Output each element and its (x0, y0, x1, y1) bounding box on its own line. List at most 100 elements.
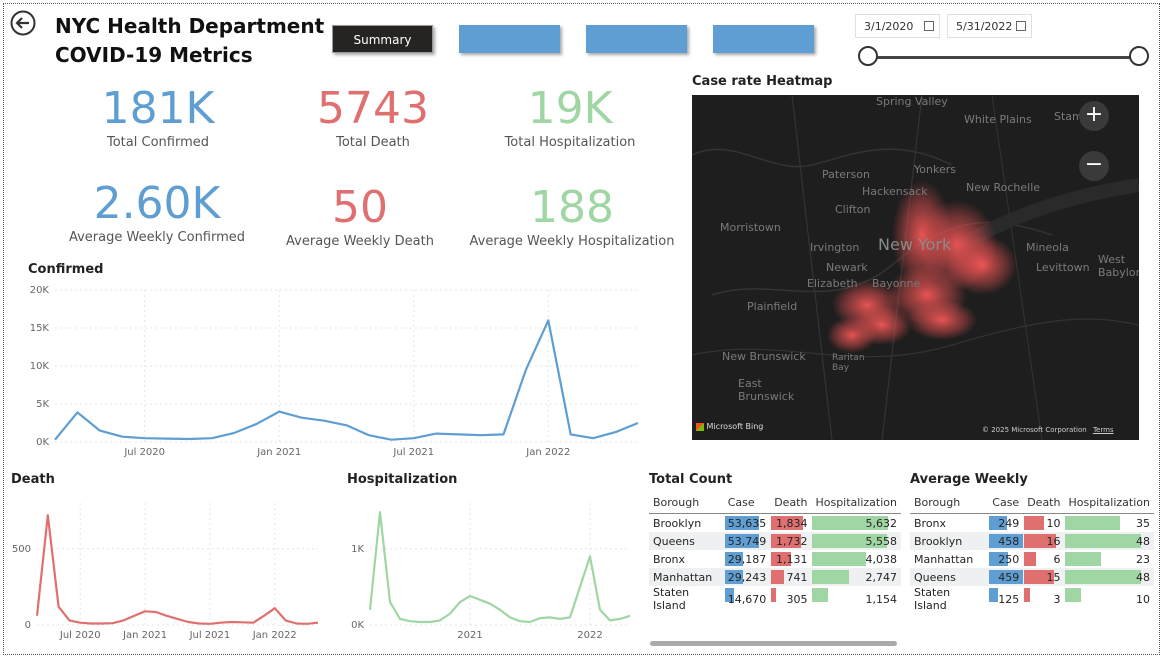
cell-death-bar (1024, 534, 1057, 548)
cell-death-value: 6 (1053, 552, 1061, 566)
death-line-chart[interactable]: 0 500 Jul 2020 Jan 2021 Jul 2021 Jan 2022 (5, 495, 330, 645)
cell-case: 250 (988, 550, 1023, 568)
zoom-in-button[interactable]: + (1079, 101, 1109, 131)
kpi-value: 5743 (317, 83, 429, 134)
cell-borough: Queens (649, 532, 724, 550)
kpi-label: Average Weekly Death (286, 234, 434, 249)
map-label: Irvington (810, 241, 860, 254)
cell-hospitalization-value: 48 (1136, 534, 1150, 548)
series-line (35, 514, 319, 625)
col-hospitalization[interactable]: Hospitalization (1068, 495, 1150, 509)
col-death[interactable]: Death (1027, 495, 1061, 509)
x-tick-label: Jan 2021 (122, 630, 167, 641)
cell-death-value: 305 (786, 592, 808, 606)
table-row[interactable]: Brooklyn 458 16 48 (910, 532, 1154, 550)
cell-death: 3 (1023, 586, 1064, 612)
cell-case-value: 459 (998, 570, 1020, 584)
cell-death-value: 1,834 (775, 516, 808, 530)
map-label-new-york: New York (878, 235, 952, 254)
nav-button-2[interactable] (459, 25, 560, 53)
map-base-layer (692, 95, 1139, 440)
back-arrow-icon[interactable] (10, 10, 36, 36)
map-label: White Plains (964, 113, 1032, 126)
nav-button-3[interactable] (586, 25, 687, 53)
table-row[interactable]: Manhattan 250 6 23 (910, 550, 1154, 568)
map-label: New Brunswick (722, 350, 806, 363)
hospitalization-line-chart[interactable]: 0K 1K 2021 2022 (340, 495, 640, 645)
map-title: Case rate Heatmap (692, 74, 833, 89)
cell-hospitalization-value: 10 (1136, 592, 1150, 606)
cell-death-bar (771, 534, 802, 548)
date-slider-end-handle[interactable] (1129, 46, 1149, 66)
cell-borough: Brooklyn (653, 516, 702, 530)
y-tick-label: 0K (36, 437, 49, 448)
cell-hospitalization-value: 2,747 (865, 570, 898, 584)
map-attribution: © 2025 Microsoft Corporation Terms (982, 426, 1114, 434)
table-row[interactable]: Staten Island 125 3 10 (910, 586, 1154, 612)
cell-hospitalization-bar (1065, 516, 1121, 530)
map-label: Yonkers (914, 163, 956, 176)
table-row[interactable]: Queens 459 15 48 (910, 568, 1154, 586)
table-horizontal-scrollbar[interactable] (650, 641, 897, 646)
cell-hospitalization: 1,154 (811, 586, 901, 612)
table-row[interactable]: Queens 53,749 1,732 5,558 (649, 532, 901, 550)
cell-borough: Manhattan (649, 568, 724, 586)
kpi-avg-weekly-hospitalization: 188 Average Weekly Hospitalization (462, 182, 682, 249)
cell-death: 6 (1023, 550, 1064, 568)
table-row[interactable]: Manhattan 29,243 741 2,747 (649, 568, 901, 586)
table-row[interactable]: Staten Island 14,670 305 1,154 (649, 586, 901, 612)
y-tick-label: 0K (351, 620, 364, 631)
y-tick-label: 1K (351, 544, 364, 555)
cell-case-bar (989, 552, 1009, 566)
cell-death: 741 (770, 568, 812, 586)
kpi-total-hospitalization: 19K Total Hospitalization (490, 83, 650, 150)
nav-button-4[interactable] (713, 25, 814, 53)
table-row[interactable]: Brooklyn 53,635 1,834 5,632 (649, 514, 901, 533)
x-tick-label: Jan 2022 (525, 447, 570, 458)
map-label: Mineola (1026, 241, 1069, 254)
cell-case-bar (724, 516, 759, 530)
map-label: New Rochelle (966, 181, 1041, 194)
y-tick-label: 500 (12, 544, 31, 555)
map-label: Bayonne (872, 277, 921, 290)
col-hospitalization[interactable]: Hospitalization (815, 495, 897, 509)
title-line-2: COVID-19 Metrics (55, 43, 253, 67)
date-slider-start-handle[interactable] (858, 46, 878, 66)
death-chart-title: Death (11, 472, 55, 487)
y-tick-label: 5K (36, 399, 49, 410)
col-borough[interactable]: Borough (653, 495, 700, 509)
confirmed-line-chart[interactable]: 0K 5K 10K 15K 20K Jul 2020 Jan 2021 Jul 2021 Jan… (10, 280, 650, 460)
cell-death-bar (1024, 588, 1031, 602)
cell-hospitalization: 48 (1064, 532, 1154, 550)
terms-link[interactable]: Terms (1092, 426, 1114, 434)
calendar-icon[interactable] (924, 21, 934, 31)
bing-logo: Microsoft Bing (696, 422, 763, 431)
x-tick-label: Jul 2020 (123, 447, 165, 458)
date-slider-track[interactable] (868, 56, 1140, 59)
kpi-label: Total Death (336, 135, 410, 150)
cell-death-bar (771, 588, 777, 602)
cell-case-bar (724, 552, 743, 566)
calendar-icon[interactable] (1016, 21, 1026, 31)
confirmed-chart-title: Confirmed (28, 262, 104, 277)
col-case[interactable]: Case (992, 495, 1020, 509)
cell-hospitalization-value: 4,038 (865, 552, 898, 566)
col-case[interactable]: Case (727, 495, 755, 509)
kpi-label: Average Weekly Confirmed (68, 230, 246, 245)
kpi-total-confirmed: 181K Total Confirmed (78, 83, 238, 150)
col-borough[interactable]: Borough (914, 495, 961, 509)
col-death[interactable]: Death (774, 495, 808, 509)
table-row[interactable]: Bronx 249 10 35 (910, 514, 1154, 533)
cell-death-value: 16 (1046, 534, 1061, 548)
cell-death-value: 3 (1053, 592, 1061, 606)
average-weekly-table: Borough Case Death Hospitalization Bronx… (910, 491, 1154, 612)
zoom-out-button[interactable]: − (1079, 151, 1109, 181)
heatmap-map[interactable]: Spring Valley Stamford White Plains Pate… (692, 95, 1139, 440)
summary-button[interactable]: Summary (332, 25, 433, 53)
end-date-input[interactable]: 5/31/2022 (947, 14, 1032, 38)
start-date-input[interactable]: 3/1/2020 (855, 14, 940, 38)
table-row[interactable]: Bronx 29,187 1,131 4,038 (649, 550, 901, 568)
cell-death-bar (1024, 570, 1055, 584)
kpi-value: 19K (527, 83, 613, 134)
cell-case: 53,749 (723, 532, 771, 550)
